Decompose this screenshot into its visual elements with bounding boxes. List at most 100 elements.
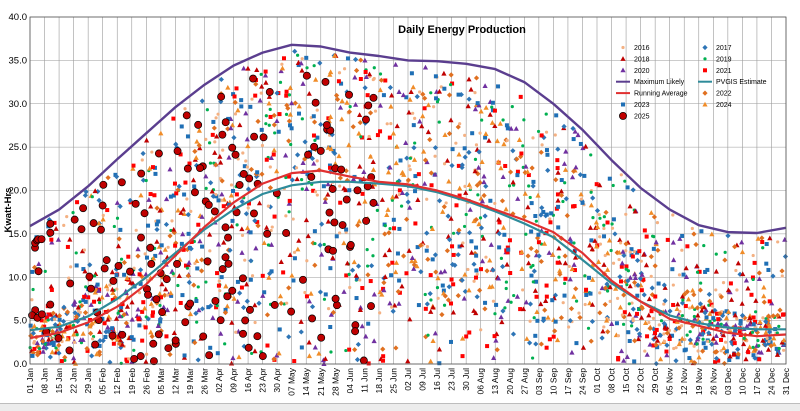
scatter-point: [409, 258, 415, 264]
scatter-point: [713, 355, 720, 362]
scatter-point: [75, 304, 81, 310]
scatter-point: [43, 269, 47, 273]
scatter-point: [130, 280, 136, 286]
scatter-point: [368, 279, 373, 284]
scatter-point: [404, 191, 410, 197]
scatter-point: [753, 298, 759, 303]
scatter-point: [466, 96, 472, 102]
scatter-point: [313, 138, 317, 142]
scatter-point: [684, 289, 690, 295]
scatter-point: [630, 254, 635, 259]
scatter-point: [154, 226, 160, 233]
scatter-point: [499, 319, 505, 325]
scatter-point: [315, 135, 320, 140]
scatter-point: [695, 342, 699, 346]
scatter-point: [418, 269, 424, 275]
scatter-point: [761, 246, 765, 250]
scatter-point: [671, 283, 675, 287]
scatter-point: [291, 217, 295, 221]
scatter-point: [389, 122, 393, 126]
legend-label: 2020: [634, 68, 650, 75]
scatter-point: [390, 308, 396, 314]
scatter-point: [361, 169, 367, 175]
x-tick-label: 25 Jun: [388, 368, 398, 394]
scatter-point: [442, 162, 447, 166]
scatter-point: [557, 268, 563, 273]
scatter-point: [171, 116, 176, 121]
scatter-point-2025: [152, 295, 161, 304]
scatter-point: [328, 324, 333, 329]
scatter-point: [138, 267, 144, 273]
scatter-point: [775, 331, 779, 335]
scatter-point: [203, 173, 209, 179]
scatter-point: [641, 277, 646, 282]
scatter-point: [470, 131, 475, 136]
scatter-point: [555, 169, 561, 175]
scatter-point: [338, 200, 343, 205]
scatter-point: [446, 237, 453, 243]
scatter-point: [242, 164, 247, 169]
scatter-point: [363, 74, 369, 80]
scatter-point: [735, 288, 739, 292]
scatter-point: [219, 178, 225, 184]
scatter-point-2025: [250, 132, 259, 141]
scatter-point: [306, 298, 312, 304]
scatter-point: [507, 184, 512, 188]
legend-item: 2025: [619, 111, 650, 120]
scatter-point: [166, 245, 170, 249]
scatter-point: [639, 305, 645, 311]
scatter-point: [289, 142, 293, 147]
scatter-point: [626, 330, 631, 335]
scatter-point: [158, 319, 163, 324]
scatter-point: [433, 154, 437, 158]
scatter-point: [463, 184, 467, 189]
scatter-point: [223, 283, 229, 289]
scatter-point: [479, 258, 486, 264]
scatter-point: [244, 136, 250, 142]
scatter-point: [450, 244, 455, 249]
x-tick-label: 24 Sep: [577, 368, 587, 395]
scatter-point: [104, 292, 111, 297]
scatter-point: [246, 201, 251, 206]
scatter-point: [616, 296, 620, 300]
scatter-point: [533, 279, 538, 284]
scatter-point: [304, 186, 310, 191]
scatter-point: [720, 332, 727, 338]
scatter-point: [652, 234, 656, 239]
scatter-point: [367, 134, 371, 139]
scatter-point: [482, 83, 488, 89]
scatter-point: [427, 137, 433, 143]
scatter-point: [194, 258, 200, 264]
scatter-point: [311, 114, 316, 119]
scatter-point: [224, 303, 230, 309]
scatter-point: [480, 118, 484, 122]
scatter-point: [44, 315, 49, 320]
scatter-point: [441, 288, 446, 293]
scatter-point: [330, 309, 337, 316]
legend-item: Maximum Likely: [616, 79, 685, 86]
x-tick-label: 23 Jul: [447, 368, 457, 391]
scatter-point: [732, 244, 738, 250]
scatter-point: [303, 290, 307, 295]
scatter-point: [542, 307, 548, 313]
scatter-point: [296, 111, 301, 116]
scatter-point: [699, 305, 705, 311]
scatter-point: [148, 301, 154, 306]
scatter-point: [457, 185, 463, 191]
scatter-point: [716, 317, 721, 322]
scatter-point: [371, 237, 375, 241]
scatter-point-2025: [147, 260, 156, 268]
scatter-point: [200, 244, 205, 249]
scatter-point: [239, 98, 244, 103]
scatter-point: [195, 266, 200, 271]
scatter-point: [277, 112, 282, 117]
scatter-point: [739, 312, 746, 319]
scatter-point: [568, 306, 575, 312]
scatter-point: [690, 287, 696, 293]
scatter-point: [190, 177, 197, 183]
scatter-point: [121, 259, 127, 266]
scatter-point: [543, 298, 549, 303]
scatter-point: [651, 343, 656, 348]
scatter-point: [244, 159, 248, 163]
y-tick-label: 15.0: [9, 229, 28, 240]
